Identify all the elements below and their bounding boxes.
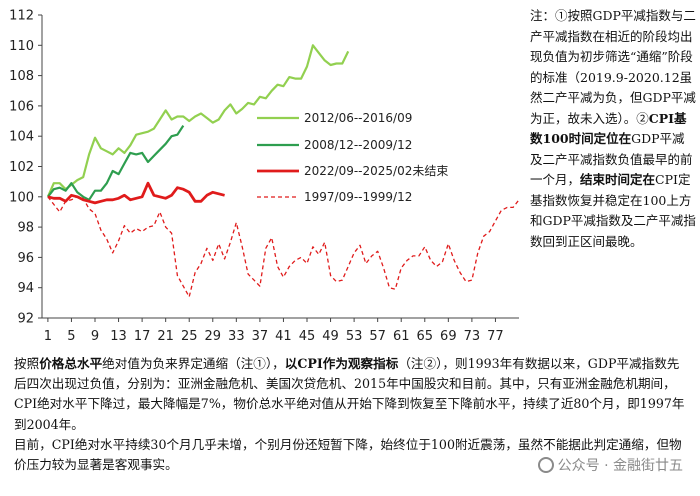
commentary-bold: 以CPI作为观察指标 xyxy=(284,356,399,371)
chart-note: 注：①按照GDP平减指数与二产平减指数在相近的阶段均出现负值为初步筛选“通缩”阶… xyxy=(530,6,696,252)
commentary-bold: 价格总水平 xyxy=(39,356,103,371)
y-tick-label: 100 xyxy=(9,190,34,205)
commentary-text: 绝对值为负来界定通缩（注①）， xyxy=(102,356,285,371)
x-tick-label: 33 xyxy=(228,329,245,344)
legend-label: 2022/09--2025/02未结束 xyxy=(304,164,448,178)
x-tick-label: 1 xyxy=(44,329,52,344)
series-line-2 xyxy=(47,125,185,201)
commentary-paragraph-1: 按照价格总水平绝对值为负来界定通缩（注①），以CPI作为观察指标（注②），则19… xyxy=(14,354,690,435)
watermark: 公众号 · 金融街廿五 xyxy=(534,454,686,476)
x-tick-label: 41 xyxy=(275,329,292,344)
x-tick-label: 65 xyxy=(417,329,434,344)
note-text-3: CPI定基指数恢复并稳定在100上方和GDP平减指数及二产平减指数回到正区间最晚… xyxy=(530,172,696,249)
commentary-text: （注②），则1993年有数据以来，GDP平减指数先后四次出现过负值，分别为：亚洲… xyxy=(14,356,685,432)
y-tick-label: 106 xyxy=(9,99,34,114)
commentary: 按照价格总水平绝对值为负来界定通缩（注①），以CPI作为观察指标（注②），则19… xyxy=(14,354,690,475)
x-tick-label: 5 xyxy=(67,329,75,344)
x-tick-label: 21 xyxy=(157,329,174,344)
legend-item: 2022/09--2025/02未结束 xyxy=(257,164,448,178)
legend-label: 1997/09--1999/12 xyxy=(304,190,412,204)
x-tick-label: 57 xyxy=(369,329,386,344)
x-tick-label: 17 xyxy=(134,329,151,344)
note-text-2: GDP平减及二产平减指数负值最早的前一个月， xyxy=(530,131,693,187)
x-tick-label: 53 xyxy=(346,329,363,344)
y-tick-label: 98 xyxy=(17,221,34,236)
x-tick-label: 37 xyxy=(252,329,269,344)
x-tick-label: 13 xyxy=(110,329,127,344)
legend-item: 2008/12--2009/12 xyxy=(257,138,412,152)
legend-label: 2008/12--2009/12 xyxy=(304,138,412,152)
x-tick-label: 73 xyxy=(464,329,481,344)
commentary-text: 按照 xyxy=(14,356,40,371)
chart: 92 94 96 98 100 102 104 106 108 110 112 1 5 9 13 17 21 2… xyxy=(9,9,520,344)
note-bold-2: 结束时间定在 xyxy=(580,172,656,187)
x-tick-label: 49 xyxy=(322,329,339,344)
note-bold-1: CPI基数100时间定位在 xyxy=(530,110,687,147)
wechat-icon xyxy=(537,457,554,473)
y-tick-label: 112 xyxy=(9,9,34,24)
series-line-4 xyxy=(47,196,520,298)
x-tick-labels: 1 5 9 13 17 21 25 29 33 37 41 45 49 53 57 61 65 69 73 77 xyxy=(44,318,504,344)
y-tick-label: 94 xyxy=(17,281,34,296)
x-tick-label: 9 xyxy=(91,329,99,344)
y-tick-label: 96 xyxy=(17,251,34,266)
note-text-1: 注：①按照GDP平减指数与二产平减指数在相近的阶段均出现负值为初步筛选“通缩”阶… xyxy=(530,8,696,126)
y-tick-label: 104 xyxy=(9,130,34,145)
y-tick-label: 92 xyxy=(17,312,34,327)
legend-item: 1997/09--1999/12 xyxy=(257,190,412,204)
legend-item: 2012/06--2016/09 xyxy=(257,111,412,125)
watermark-text: 公众号 · 金融街廿五 xyxy=(557,458,683,474)
y-tick-labels: 92 94 96 98 100 102 104 106 108 110 112 xyxy=(9,9,42,327)
legend: 2012/06--2016/09 2008/12--2009/12 2022/0… xyxy=(257,111,448,204)
x-tick-label: 29 xyxy=(205,329,222,344)
y-tick-label: 102 xyxy=(9,160,34,175)
commentary-paragraph-2: 目前，CPI绝对水平持续30个月几乎未增，个别月份还短暂下降，始终位于100附近… xyxy=(14,436,682,473)
y-tick-label: 110 xyxy=(9,39,34,54)
x-tick-label: 25 xyxy=(181,329,198,344)
series-line-1 xyxy=(46,44,350,198)
series-layer xyxy=(46,44,520,298)
x-tick-label: 61 xyxy=(393,329,410,344)
series-line-3 xyxy=(47,181,225,205)
x-tick-label: 77 xyxy=(487,329,504,344)
y-tick-label: 108 xyxy=(9,69,34,84)
x-tick-label: 69 xyxy=(440,329,457,344)
x-tick-label: 45 xyxy=(299,329,316,344)
legend-label: 2012/06--2016/09 xyxy=(304,111,412,125)
